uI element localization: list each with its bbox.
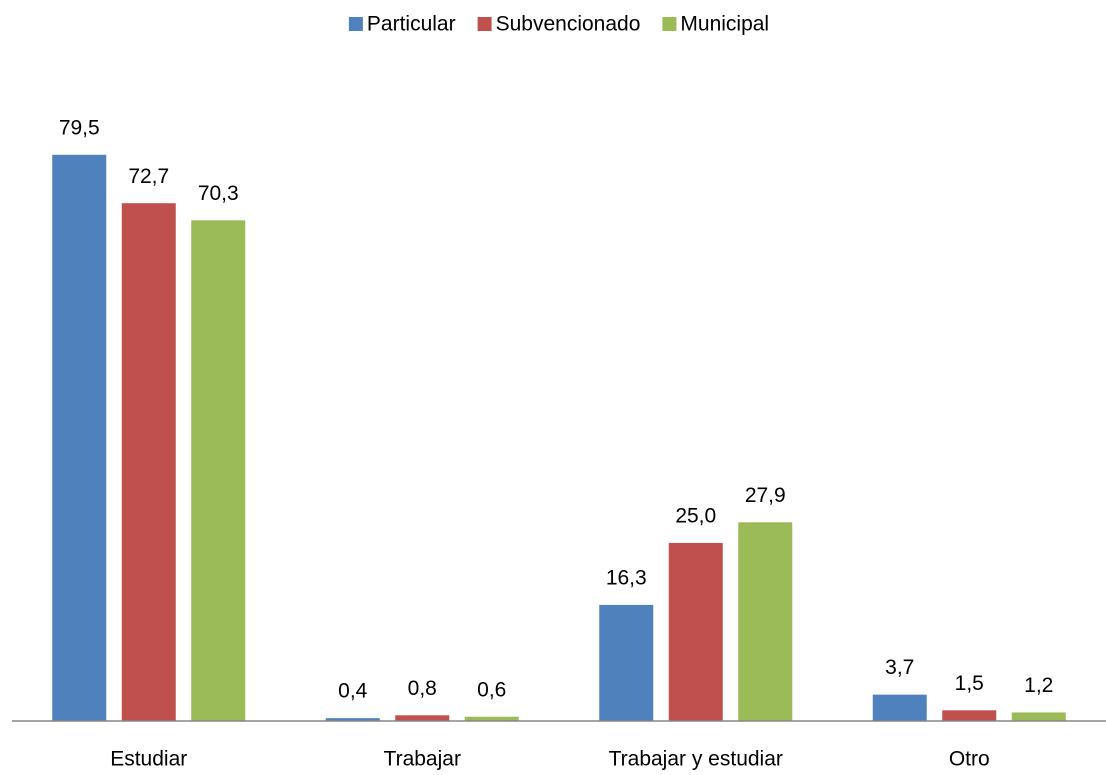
data-label: 0,8: [408, 677, 437, 700]
data-label: 79,5: [59, 116, 100, 139]
data-label: 1,2: [1024, 674, 1053, 697]
bar: [464, 716, 519, 721]
bar: [599, 604, 654, 721]
data-label: 16,3: [606, 566, 647, 589]
legend-swatch: [348, 17, 363, 31]
legend-swatch: [477, 17, 492, 31]
legend-label: Subvencionado: [496, 13, 641, 36]
data-label: 72,7: [128, 165, 169, 188]
bar: [1011, 712, 1066, 721]
bar: [395, 715, 450, 721]
x-tick-label: Trabajar: [384, 748, 461, 771]
bar: [942, 710, 997, 721]
data-label: 70,3: [198, 182, 239, 205]
data-label: 27,9: [745, 484, 786, 507]
legend-swatch: [662, 17, 677, 31]
data-label: 0,6: [477, 678, 506, 701]
bar: [121, 203, 176, 721]
data-label: 1,5: [955, 672, 984, 695]
bar: [191, 220, 246, 721]
bar: [668, 542, 723, 721]
x-tick-label: Estudiar: [110, 748, 187, 771]
bar: [872, 694, 927, 721]
x-tick-label: Trabajar y estudiar: [609, 748, 783, 771]
data-label: 25,0: [675, 504, 716, 527]
bar: [325, 718, 380, 721]
legend-label: Particular: [367, 13, 456, 36]
legend-label: Municipal: [680, 13, 769, 36]
data-label: 3,7: [885, 656, 914, 679]
bar: [52, 154, 107, 722]
bar: [738, 522, 793, 721]
x-tick-label: Otro: [949, 748, 990, 771]
data-label: 0,4: [338, 680, 368, 703]
